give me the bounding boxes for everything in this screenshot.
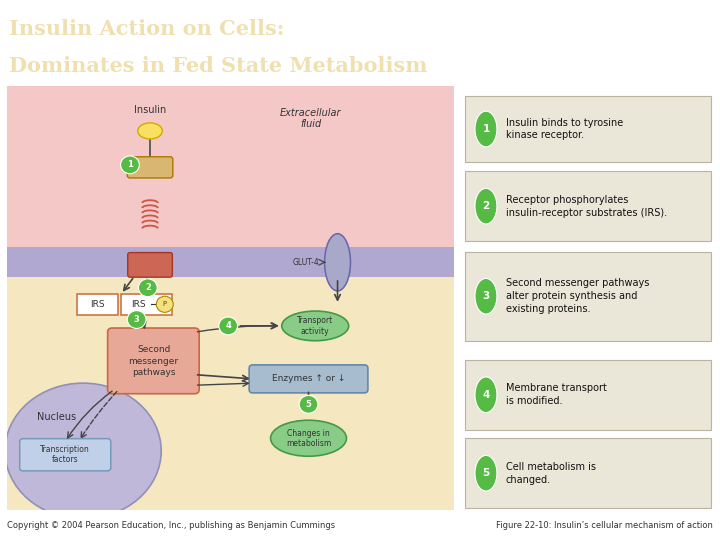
Circle shape (127, 310, 146, 328)
Text: Extracellular
fluid: Extracellular fluid (280, 107, 341, 129)
Circle shape (475, 188, 497, 224)
Text: Second messenger pathways
alter protein synthesis and
existing proteins.: Second messenger pathways alter protein … (505, 279, 649, 314)
Bar (7, 86, 454, 247)
Text: P: P (163, 301, 167, 307)
Text: Membrane transport
is modified.: Membrane transport is modified. (505, 383, 606, 406)
Text: GLUT-4: GLUT-4 (293, 258, 320, 267)
Text: Receptor phosphorylates
insulin-receptor substrates (IRS).: Receptor phosphorylates insulin-receptor… (505, 195, 667, 218)
FancyBboxPatch shape (19, 438, 111, 471)
Text: 3: 3 (482, 291, 490, 301)
FancyBboxPatch shape (465, 96, 711, 162)
Circle shape (475, 377, 497, 413)
FancyBboxPatch shape (465, 360, 711, 430)
Text: Dominates in Fed State Metabolism: Dominates in Fed State Metabolism (9, 56, 427, 76)
FancyBboxPatch shape (77, 294, 118, 315)
Text: Changes in
metabolism: Changes in metabolism (286, 429, 331, 448)
Text: 5: 5 (305, 400, 312, 409)
Text: 5: 5 (482, 468, 490, 478)
Text: 2: 2 (145, 284, 150, 292)
Text: 2: 2 (482, 201, 490, 211)
FancyBboxPatch shape (108, 328, 199, 394)
Circle shape (120, 156, 140, 174)
FancyBboxPatch shape (122, 294, 172, 315)
Circle shape (219, 317, 238, 335)
Text: Insulin binds to tyrosine
kinase receptor.: Insulin binds to tyrosine kinase recepto… (505, 118, 623, 140)
FancyBboxPatch shape (465, 438, 711, 508)
Ellipse shape (5, 383, 161, 519)
Ellipse shape (271, 420, 346, 456)
Circle shape (475, 279, 497, 314)
Ellipse shape (325, 234, 351, 291)
Text: 1: 1 (482, 124, 490, 134)
Text: Insulin Action on Cells:: Insulin Action on Cells: (9, 19, 284, 39)
FancyBboxPatch shape (127, 157, 173, 178)
Bar (7, 277, 454, 510)
Text: IRS: IRS (132, 300, 146, 309)
Text: Copyright © 2004 Pearson Education, Inc., publishing as Benjamin Cummings: Copyright © 2004 Pearson Education, Inc.… (7, 521, 336, 530)
Circle shape (475, 111, 497, 147)
Text: Figure 22-10: Insulin’s cellular mechanism of action: Figure 22-10: Insulin’s cellular mechani… (496, 521, 713, 530)
Text: Second
messenger
pathways: Second messenger pathways (129, 346, 179, 377)
FancyBboxPatch shape (465, 252, 711, 341)
FancyBboxPatch shape (249, 365, 368, 393)
Ellipse shape (282, 311, 348, 341)
Text: Enzymes ↑ or ↓: Enzymes ↑ or ↓ (272, 374, 345, 383)
FancyBboxPatch shape (465, 171, 711, 241)
Ellipse shape (138, 123, 162, 139)
Text: 1: 1 (127, 160, 133, 170)
Text: 3: 3 (134, 315, 140, 324)
Circle shape (156, 296, 174, 312)
Text: Nucleus: Nucleus (37, 412, 76, 422)
Text: 4: 4 (225, 321, 231, 330)
Bar (7, 247, 454, 277)
Text: Cell metabolism is
changed.: Cell metabolism is changed. (505, 462, 595, 484)
Circle shape (138, 279, 157, 296)
Text: IRS: IRS (90, 300, 105, 309)
Circle shape (475, 455, 497, 491)
Text: Insulin: Insulin (134, 105, 166, 116)
Circle shape (299, 395, 318, 413)
FancyBboxPatch shape (127, 253, 172, 277)
Text: 4: 4 (482, 390, 490, 400)
Text: Transport
activity: Transport activity (297, 316, 333, 335)
Text: Transcription
factors: Transcription factors (40, 445, 90, 464)
